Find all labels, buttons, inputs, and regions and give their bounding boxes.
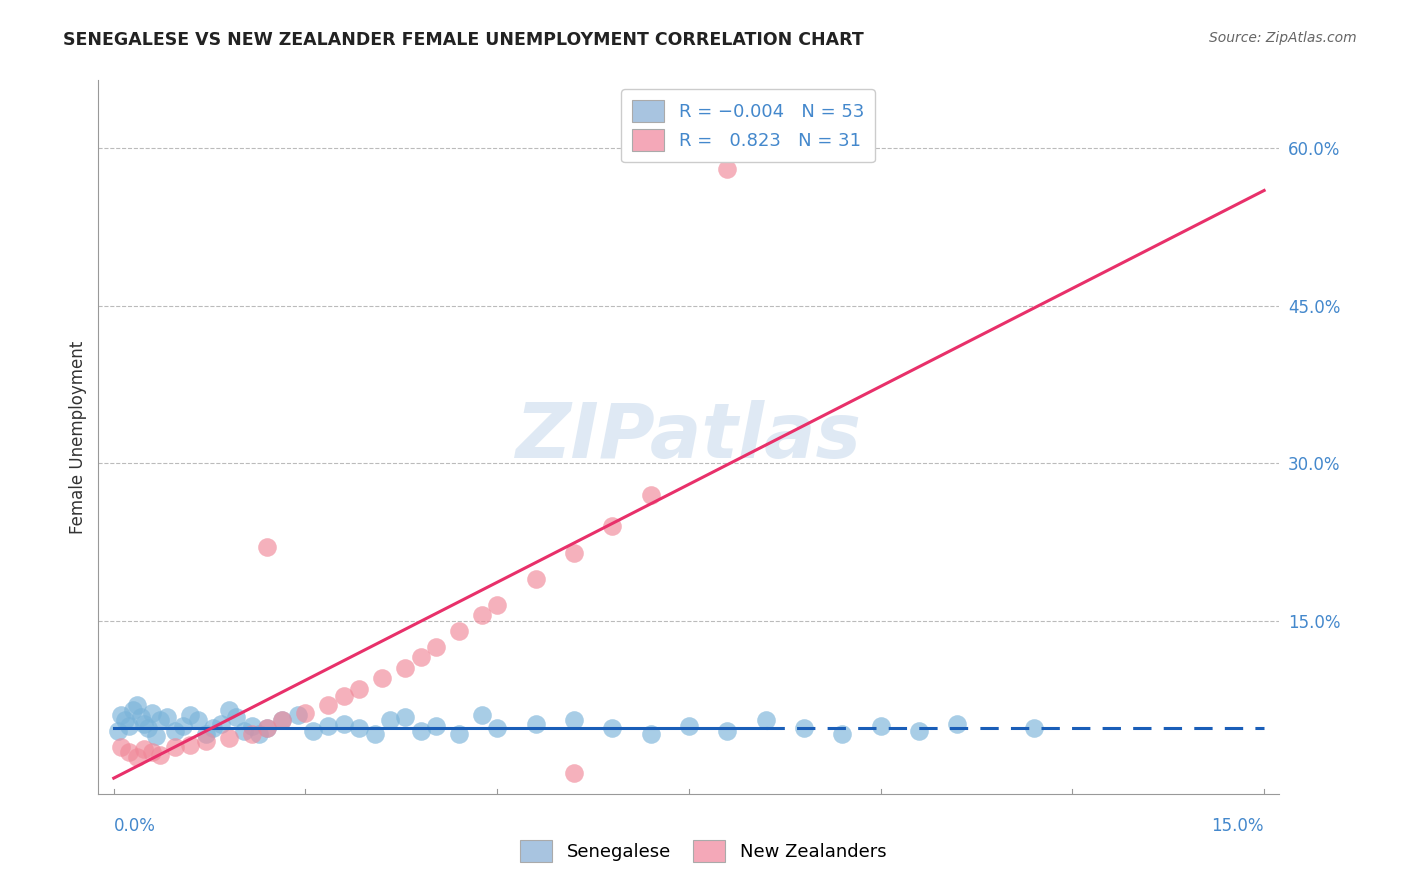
Point bbox=[145, 729, 167, 743]
Point bbox=[141, 745, 163, 759]
Point bbox=[125, 698, 148, 712]
Point bbox=[136, 721, 159, 735]
Point bbox=[600, 519, 623, 533]
Point bbox=[118, 745, 141, 759]
Y-axis label: Female Unemployment: Female Unemployment bbox=[69, 341, 87, 533]
Point bbox=[793, 721, 815, 735]
Point bbox=[371, 672, 394, 686]
Point bbox=[156, 710, 179, 724]
Point bbox=[271, 714, 294, 728]
Point bbox=[640, 488, 662, 502]
Point bbox=[141, 706, 163, 720]
Point bbox=[486, 598, 509, 612]
Point bbox=[179, 738, 201, 752]
Point bbox=[256, 541, 278, 555]
Point bbox=[118, 719, 141, 733]
Point bbox=[471, 608, 494, 623]
Text: SENEGALESE VS NEW ZEALANDER FEMALE UNEMPLOYMENT CORRELATION CHART: SENEGALESE VS NEW ZEALANDER FEMALE UNEMP… bbox=[63, 31, 865, 49]
Point bbox=[165, 739, 187, 754]
Point bbox=[134, 716, 156, 731]
Point bbox=[409, 650, 432, 665]
Point bbox=[110, 739, 132, 754]
Point bbox=[524, 572, 547, 586]
Point bbox=[394, 710, 416, 724]
Point bbox=[831, 727, 853, 741]
Point bbox=[318, 698, 340, 712]
Point bbox=[302, 723, 325, 738]
Point bbox=[1022, 721, 1045, 735]
Point bbox=[172, 719, 194, 733]
Point bbox=[716, 723, 738, 738]
Point bbox=[363, 727, 385, 741]
Point bbox=[394, 661, 416, 675]
Point bbox=[114, 714, 136, 728]
Text: 15.0%: 15.0% bbox=[1212, 817, 1264, 835]
Point bbox=[240, 719, 263, 733]
Point bbox=[409, 723, 432, 738]
Point bbox=[524, 716, 547, 731]
Legend: Senegalese, New Zealanders: Senegalese, New Zealanders bbox=[513, 833, 893, 870]
Point bbox=[209, 716, 232, 731]
Point bbox=[134, 741, 156, 756]
Point bbox=[378, 714, 401, 728]
Point bbox=[271, 714, 294, 728]
Point bbox=[946, 716, 969, 731]
Point bbox=[233, 723, 256, 738]
Point bbox=[256, 721, 278, 735]
Point bbox=[486, 721, 509, 735]
Point bbox=[194, 727, 217, 741]
Point bbox=[562, 714, 585, 728]
Point bbox=[347, 721, 370, 735]
Point bbox=[562, 545, 585, 559]
Point bbox=[110, 708, 132, 723]
Point bbox=[562, 765, 585, 780]
Point bbox=[122, 703, 145, 717]
Point bbox=[225, 710, 247, 724]
Point bbox=[600, 721, 623, 735]
Text: Source: ZipAtlas.com: Source: ZipAtlas.com bbox=[1209, 31, 1357, 45]
Point bbox=[187, 714, 209, 728]
Text: ZIPatlas: ZIPatlas bbox=[516, 401, 862, 474]
Point bbox=[447, 624, 470, 639]
Text: 0.0%: 0.0% bbox=[114, 817, 156, 835]
Point bbox=[240, 727, 263, 741]
Point bbox=[129, 710, 152, 724]
Point bbox=[333, 716, 356, 731]
Point bbox=[471, 708, 494, 723]
Point bbox=[218, 703, 240, 717]
Point bbox=[716, 162, 738, 177]
Point bbox=[256, 721, 278, 735]
Point bbox=[333, 690, 356, 704]
Point bbox=[294, 706, 316, 720]
Point bbox=[287, 708, 309, 723]
Point bbox=[447, 727, 470, 741]
Point bbox=[218, 731, 240, 746]
Point bbox=[347, 681, 370, 696]
Point bbox=[869, 719, 891, 733]
Point bbox=[908, 723, 931, 738]
Point bbox=[149, 714, 172, 728]
Point bbox=[425, 719, 447, 733]
Point bbox=[318, 719, 340, 733]
Point bbox=[149, 747, 172, 762]
Point bbox=[165, 723, 187, 738]
Point bbox=[179, 708, 201, 723]
Point bbox=[125, 750, 148, 764]
Point bbox=[194, 734, 217, 748]
Point bbox=[107, 723, 129, 738]
Point bbox=[249, 727, 271, 741]
Point bbox=[678, 719, 700, 733]
Legend: R = −0.004   N = 53, R =   0.823   N = 31: R = −0.004 N = 53, R = 0.823 N = 31 bbox=[621, 89, 875, 162]
Point bbox=[755, 714, 778, 728]
Point bbox=[425, 640, 447, 654]
Point bbox=[640, 727, 662, 741]
Point bbox=[202, 721, 225, 735]
